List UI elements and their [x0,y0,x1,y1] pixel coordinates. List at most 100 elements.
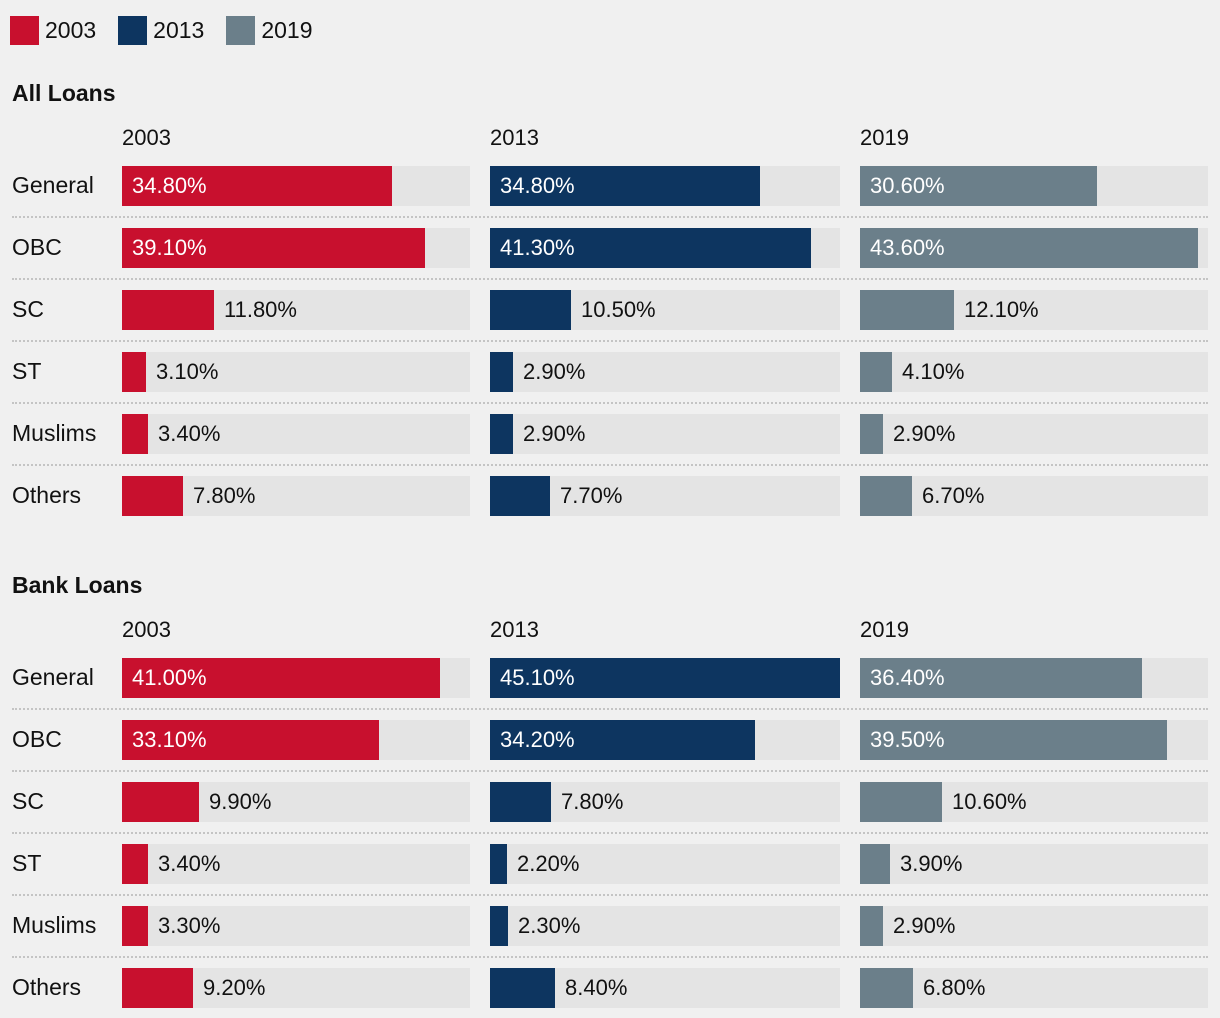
bar-track: 7.80% [122,476,470,516]
bar-track: 33.10% [122,720,470,760]
section-title: All Loans [12,80,116,106]
data-label: 36.40% [870,665,945,690]
row-label: Others [12,482,82,508]
data-label: 11.80% [224,297,297,322]
row-label: SC [12,788,44,814]
data-label: 8.40% [565,975,628,1000]
row-label: General [12,664,94,690]
row-divider [12,894,1208,896]
row-divider [12,708,1208,710]
bar [122,782,199,822]
data-label: 2.90% [523,421,586,446]
bar-track: 3.30% [122,906,470,946]
legend-label: 2013 [153,16,205,43]
bar [490,906,508,946]
row-label: General [12,172,94,198]
bar-track: 4.10% [860,352,1208,392]
data-label: 4.10% [902,359,965,384]
row-label: OBC [12,234,62,260]
data-label: 7.80% [561,789,624,814]
bar [490,844,507,884]
bar-track: 2.90% [490,414,840,454]
bar [122,228,425,268]
row-divider [12,278,1208,280]
data-label: 34.80% [500,173,575,198]
bar-track: 2.20% [490,844,840,884]
bar [490,968,555,1008]
bar-track: 10.50% [490,290,840,330]
row-label: Muslims [12,912,97,938]
data-label: 43.60% [870,235,945,260]
bar-track: 11.80% [122,290,470,330]
bar-track: 2.90% [860,414,1208,454]
bar [860,290,954,330]
bar-track: 41.30% [490,228,840,268]
bar [122,658,440,698]
bar [860,844,890,884]
data-label: 2.20% [517,851,580,876]
data-label: 2.90% [893,421,956,446]
bar [490,414,513,454]
legend: 2003 2013 2019 [10,15,335,45]
data-label: 3.90% [900,851,963,876]
bar-track: 3.40% [122,414,470,454]
data-label: 3.40% [158,851,221,876]
bar-track: 39.10% [122,228,470,268]
data-label: 2.30% [518,913,581,938]
data-label: 45.10% [500,665,575,690]
bar-track: 12.10% [860,290,1208,330]
bar [122,166,392,206]
bar [490,720,755,760]
bar [860,414,883,454]
bar-track: 41.00% [122,658,470,698]
bar-track: 3.10% [122,352,470,392]
data-label: 30.60% [870,173,945,198]
column-header-2013: 2013 [490,125,539,150]
legend-swatch [10,15,39,45]
row-divider [12,832,1208,834]
legend-swatch [118,15,148,45]
data-label: 6.80% [923,975,986,1000]
bar-track: 3.40% [122,844,470,884]
bar [490,166,760,206]
data-label: 41.30% [500,235,575,260]
legend-item-2013: 2013 [118,15,205,45]
bar-track: 2.90% [490,352,840,392]
legend-swatch [226,15,256,45]
data-label: 39.50% [870,727,945,752]
bar [860,906,883,946]
data-label: 34.20% [500,727,575,752]
bar-track: 34.80% [122,166,470,206]
section-title: Bank Loans [12,572,143,598]
data-label: 3.30% [158,913,221,938]
legend-label: 2003 [45,16,97,43]
bar [860,228,1198,268]
data-label: 9.20% [203,975,266,1000]
bar-track: 9.90% [122,782,470,822]
bar-track: 7.70% [490,476,840,516]
bar [860,782,942,822]
data-label: 6.70% [922,483,985,508]
bar [122,906,148,946]
bar [122,844,148,884]
bar [860,658,1142,698]
column-header-2003: 2003 [122,617,171,642]
bar [122,720,379,760]
data-label: 2.90% [893,913,956,938]
bar [490,228,811,268]
bar [122,968,193,1008]
data-label: 10.60% [952,789,1027,814]
legend-item-2019: 2019 [226,15,313,45]
row-divider [12,216,1208,218]
bar-track: 8.40% [490,968,840,1008]
bar [860,720,1167,760]
bar-track: 6.70% [860,476,1208,516]
data-label: 34.80% [132,173,207,198]
bar [860,476,912,516]
bar-track: 2.90% [860,906,1208,946]
column-header-2013: 2013 [490,617,539,642]
bar-track: 45.10% [490,658,840,698]
data-label: 2.90% [523,359,586,384]
row-divider [12,956,1208,958]
bar [490,782,551,822]
